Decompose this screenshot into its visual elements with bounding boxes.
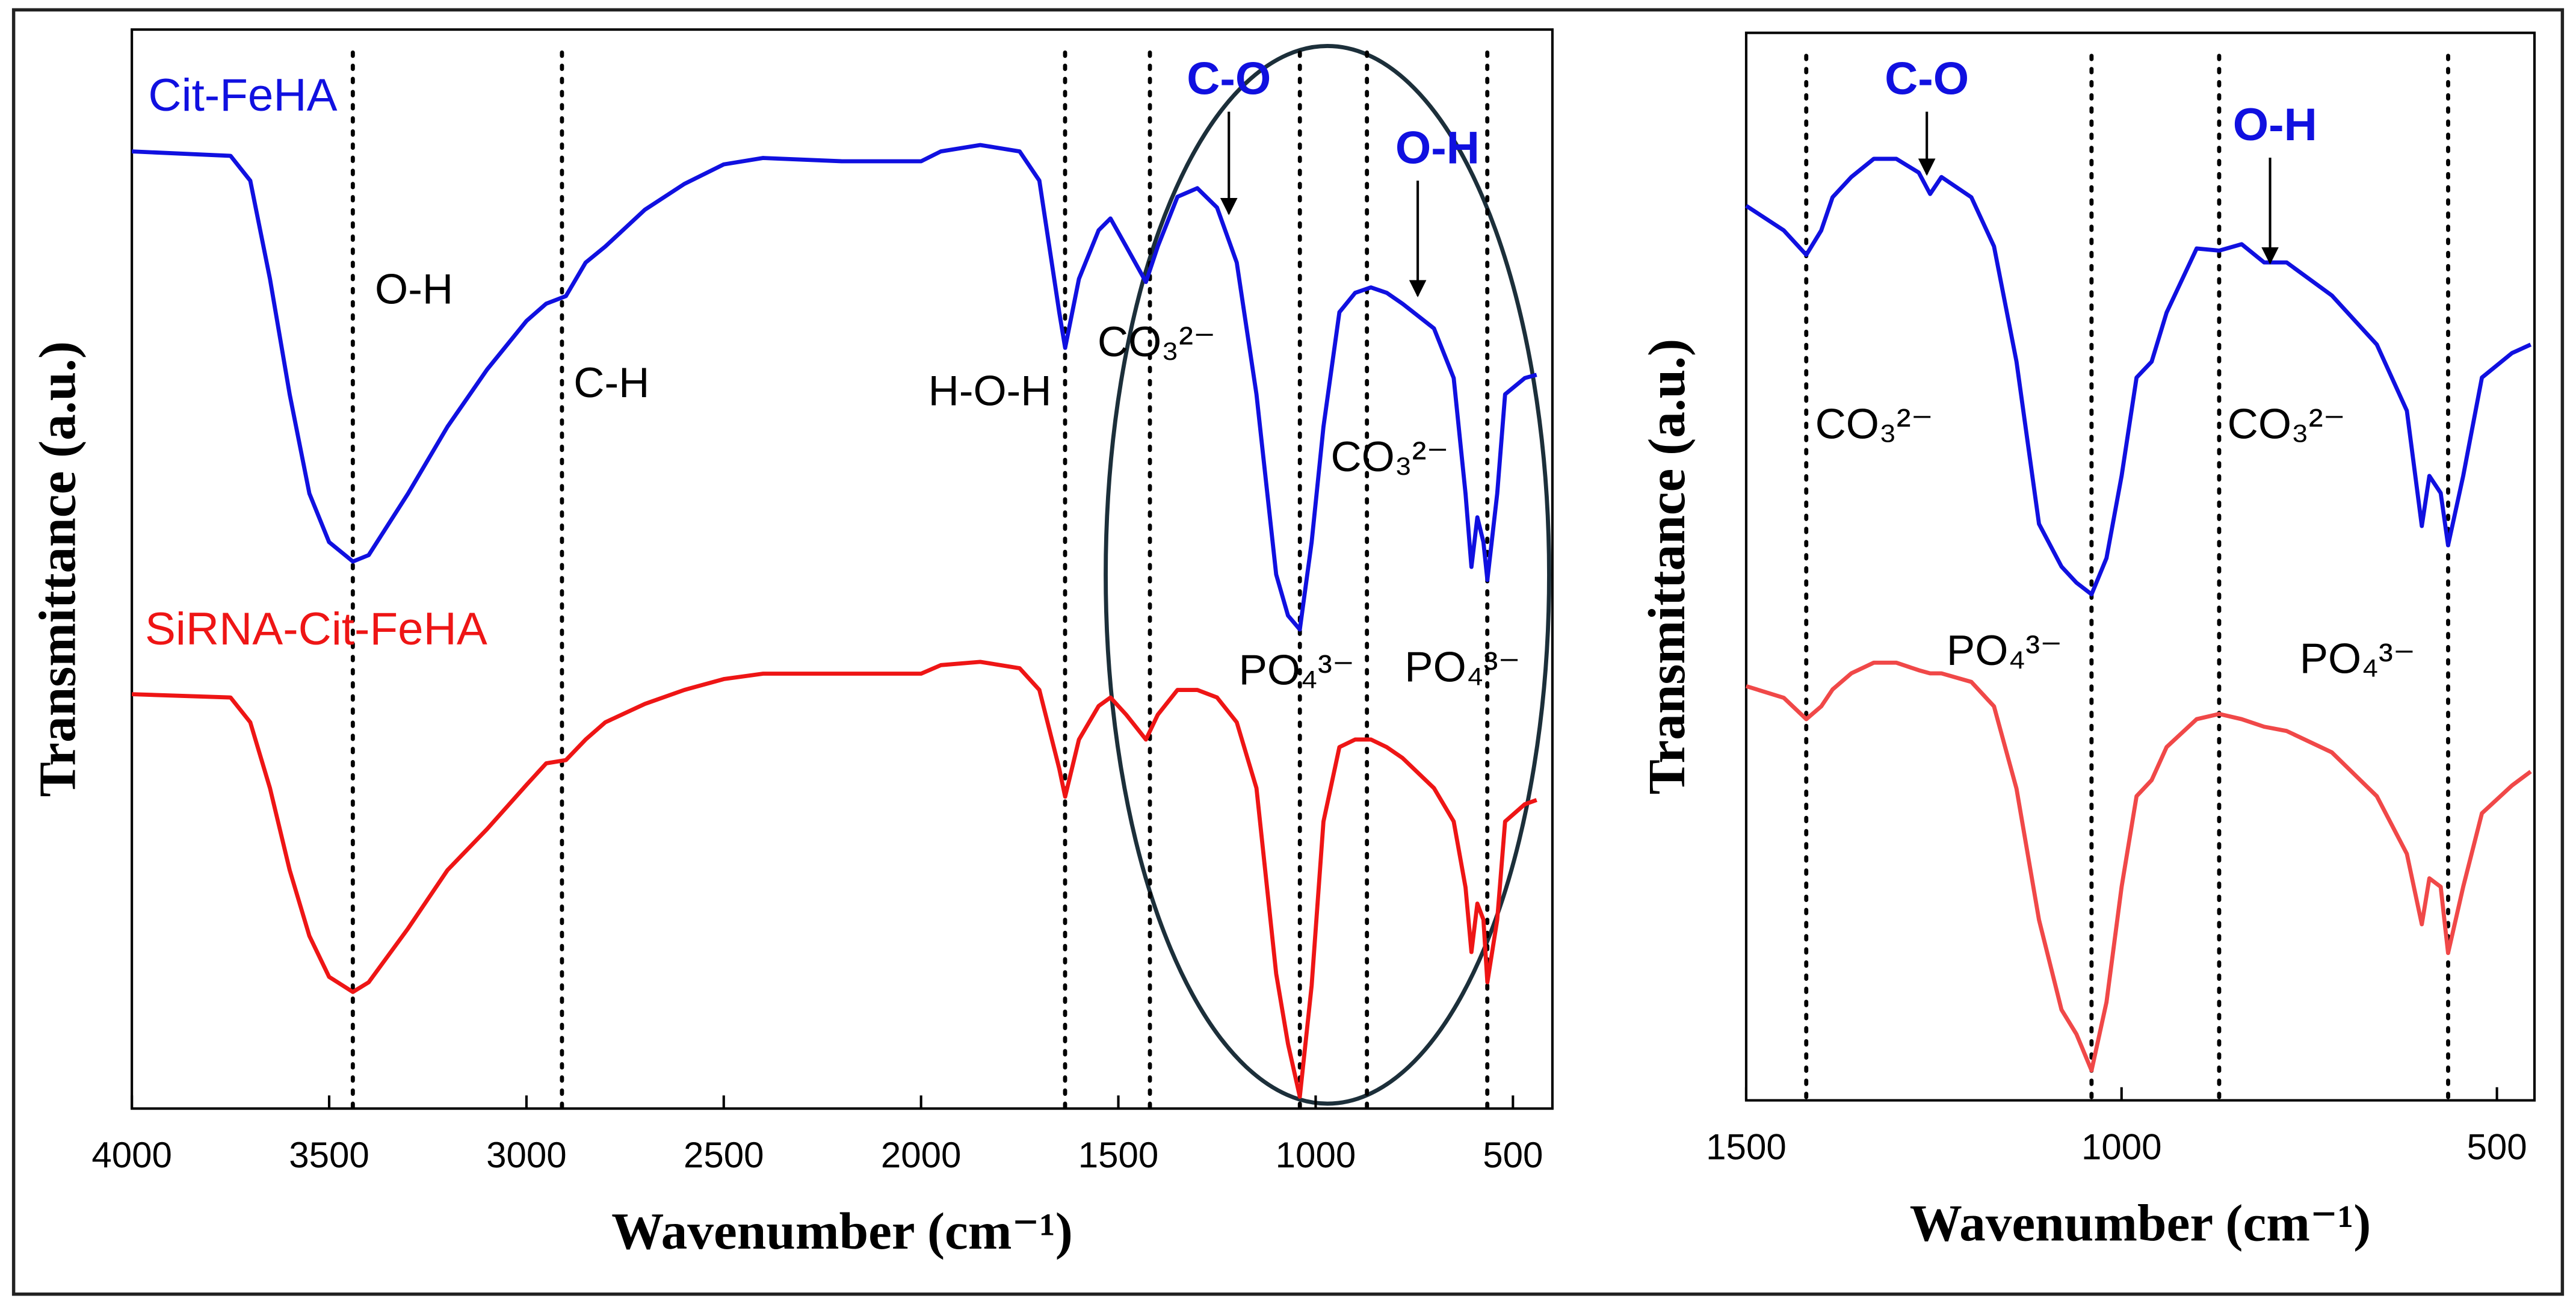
annotation: CO₃²⁻ <box>1098 318 1215 366</box>
x-tick-label: 3000 <box>486 1135 567 1175</box>
annotation: H-O-H <box>928 368 1052 415</box>
highlight-ellipse <box>1104 44 1551 1106</box>
annotation: CO₃²⁻ <box>1330 433 1448 481</box>
x-axis-label: Wavenumber (cm⁻¹) <box>1910 1194 2371 1252</box>
annotation: O-H <box>2233 99 2317 150</box>
x-tick-label: 3500 <box>289 1135 369 1175</box>
x-tick-label: 2500 <box>684 1135 764 1175</box>
series-label: SiRNA-Cit-FeHA <box>145 604 487 655</box>
annotation: C-H <box>573 359 649 407</box>
spectrum-line <box>132 660 1537 1099</box>
annotation: PO₄³⁻ <box>1947 627 2063 675</box>
plot-area <box>131 28 1554 1110</box>
y-axis-label: Transmittance (a.u.) <box>28 341 87 797</box>
annotation: C-O <box>1187 54 1271 105</box>
x-tick-label: 1000 <box>2081 1126 2162 1167</box>
annotation: CO₃²⁻ <box>2228 400 2346 448</box>
x-tick-label: 500 <box>1483 1135 1543 1175</box>
y-axis-label: Transmittance (a.u.) <box>1637 339 1696 795</box>
annotation: O-H <box>375 266 453 314</box>
annotation: C-O <box>1885 54 1969 105</box>
x-tick-label: 2000 <box>881 1135 962 1175</box>
annotation: PO₄³⁻ <box>2300 635 2416 683</box>
x-tick-label: 4000 <box>91 1135 172 1175</box>
x-axis-label: Wavenumber (cm⁻¹) <box>611 1202 1073 1260</box>
plot-area <box>1744 31 2536 1102</box>
spectrum-line <box>131 143 1537 632</box>
x-tick-label: 1000 <box>1276 1135 1356 1175</box>
annotation: O-H <box>1395 122 1480 173</box>
spectrum-line <box>1745 156 2532 597</box>
annotation: CO₃²⁻ <box>1815 400 1933 448</box>
x-tick-label: 1500 <box>1706 1126 1787 1167</box>
x-tick-label: 1500 <box>1078 1135 1159 1175</box>
frame <box>11 8 2565 1296</box>
spectrum-line <box>1745 660 2532 1073</box>
annotation: PO₄³⁻ <box>1404 643 1521 691</box>
x-tick-label: 500 <box>2467 1126 2527 1167</box>
series-label: Cit-FeHA <box>148 70 337 121</box>
annotation: PO₄³⁻ <box>1239 647 1355 694</box>
